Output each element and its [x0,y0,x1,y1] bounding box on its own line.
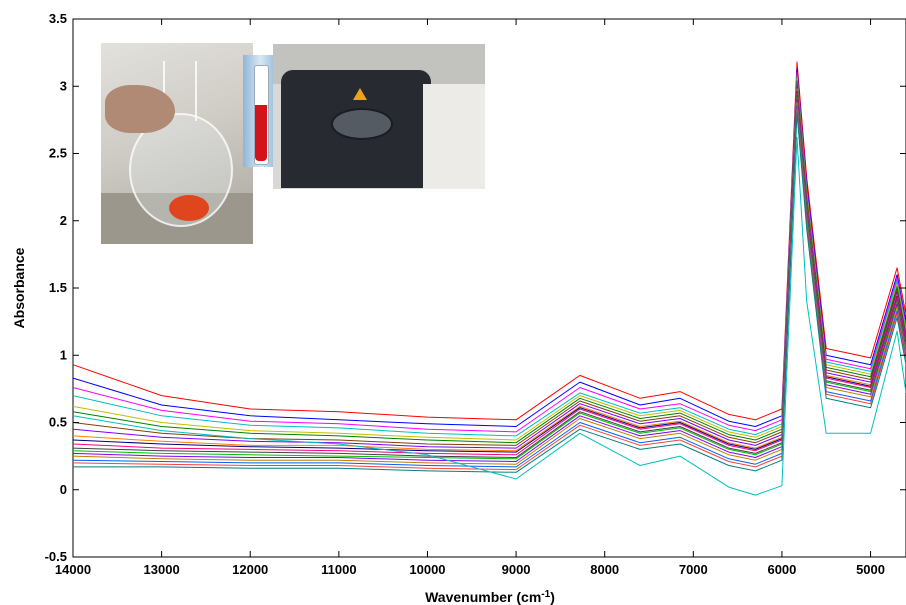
x-tick-label: 13000 [144,562,180,577]
series-layer [72,61,906,496]
y-tick-label: 2.5 [49,146,67,161]
y-tick-label: 1.5 [49,280,67,295]
spectrum-line-12 [72,95,906,458]
spectrum-line-10 [72,91,906,453]
x-tick-label: 10000 [409,562,445,577]
spectrum-line-3 [72,72,906,433]
red-liquid [255,105,267,161]
flask-neck [163,61,197,121]
x-tick-label: 12000 [232,562,268,577]
spectrum-line-8 [72,85,906,449]
warning-label [353,88,367,100]
y-tick-label: 2 [60,213,67,228]
spectrum-line-9 [72,88,906,452]
flask-photo [101,43,253,244]
y-axis-title: Absorbance [11,247,27,328]
sample-port [331,108,393,140]
x-axis-title: Wavenumber (cm-1) [425,589,555,605]
hand [105,85,175,133]
y-ticks: -0.5 0 0.5 1 1.5 2 2.5 3 3.5 [45,11,906,564]
y-tick-label: -0.5 [45,549,67,564]
x-tick-label: 5000 [856,562,885,577]
orange-sample [169,195,209,221]
y-tick-label: 3.5 [49,11,67,26]
x-tick-label: 14000 [55,562,91,577]
spectrum-line-19 [72,136,906,496]
y-tick-label: 1 [60,347,67,362]
x-tick-label: 8000 [590,562,619,577]
spectrum-line-6 [72,80,906,444]
spectrum-line-17 [72,108,906,471]
spectrum-line-7 [72,83,906,446]
x-tick-label: 11000 [321,562,356,577]
spectrum-line-15 [72,101,906,465]
spectrum-line-4 [72,75,906,437]
x-tick-label: 9000 [502,562,531,577]
spectrum-line-16 [72,105,906,468]
spectrum-line-5 [72,77,906,441]
spectrometer-photo [273,44,485,189]
spectrum-line-2 [72,68,906,427]
y-tick-label: 0.5 [49,415,67,430]
x-tick-label: 6000 [767,562,796,577]
y-tick-label: 3 [60,78,67,93]
spectrum-line-14 [72,99,906,462]
spectrum-line-13 [72,96,906,460]
vial-photo [243,55,278,167]
x-ticks: 14000 13000 12000 11000 10000 9000 8000 7000 600… [55,19,885,577]
spectrum-line-18 [73,112,906,473]
spectrum-line-11 [72,92,906,456]
y-tick-label: 0 [60,482,67,497]
spectrum-line-1 [72,61,906,421]
x-tick-label: 7000 [679,562,708,577]
